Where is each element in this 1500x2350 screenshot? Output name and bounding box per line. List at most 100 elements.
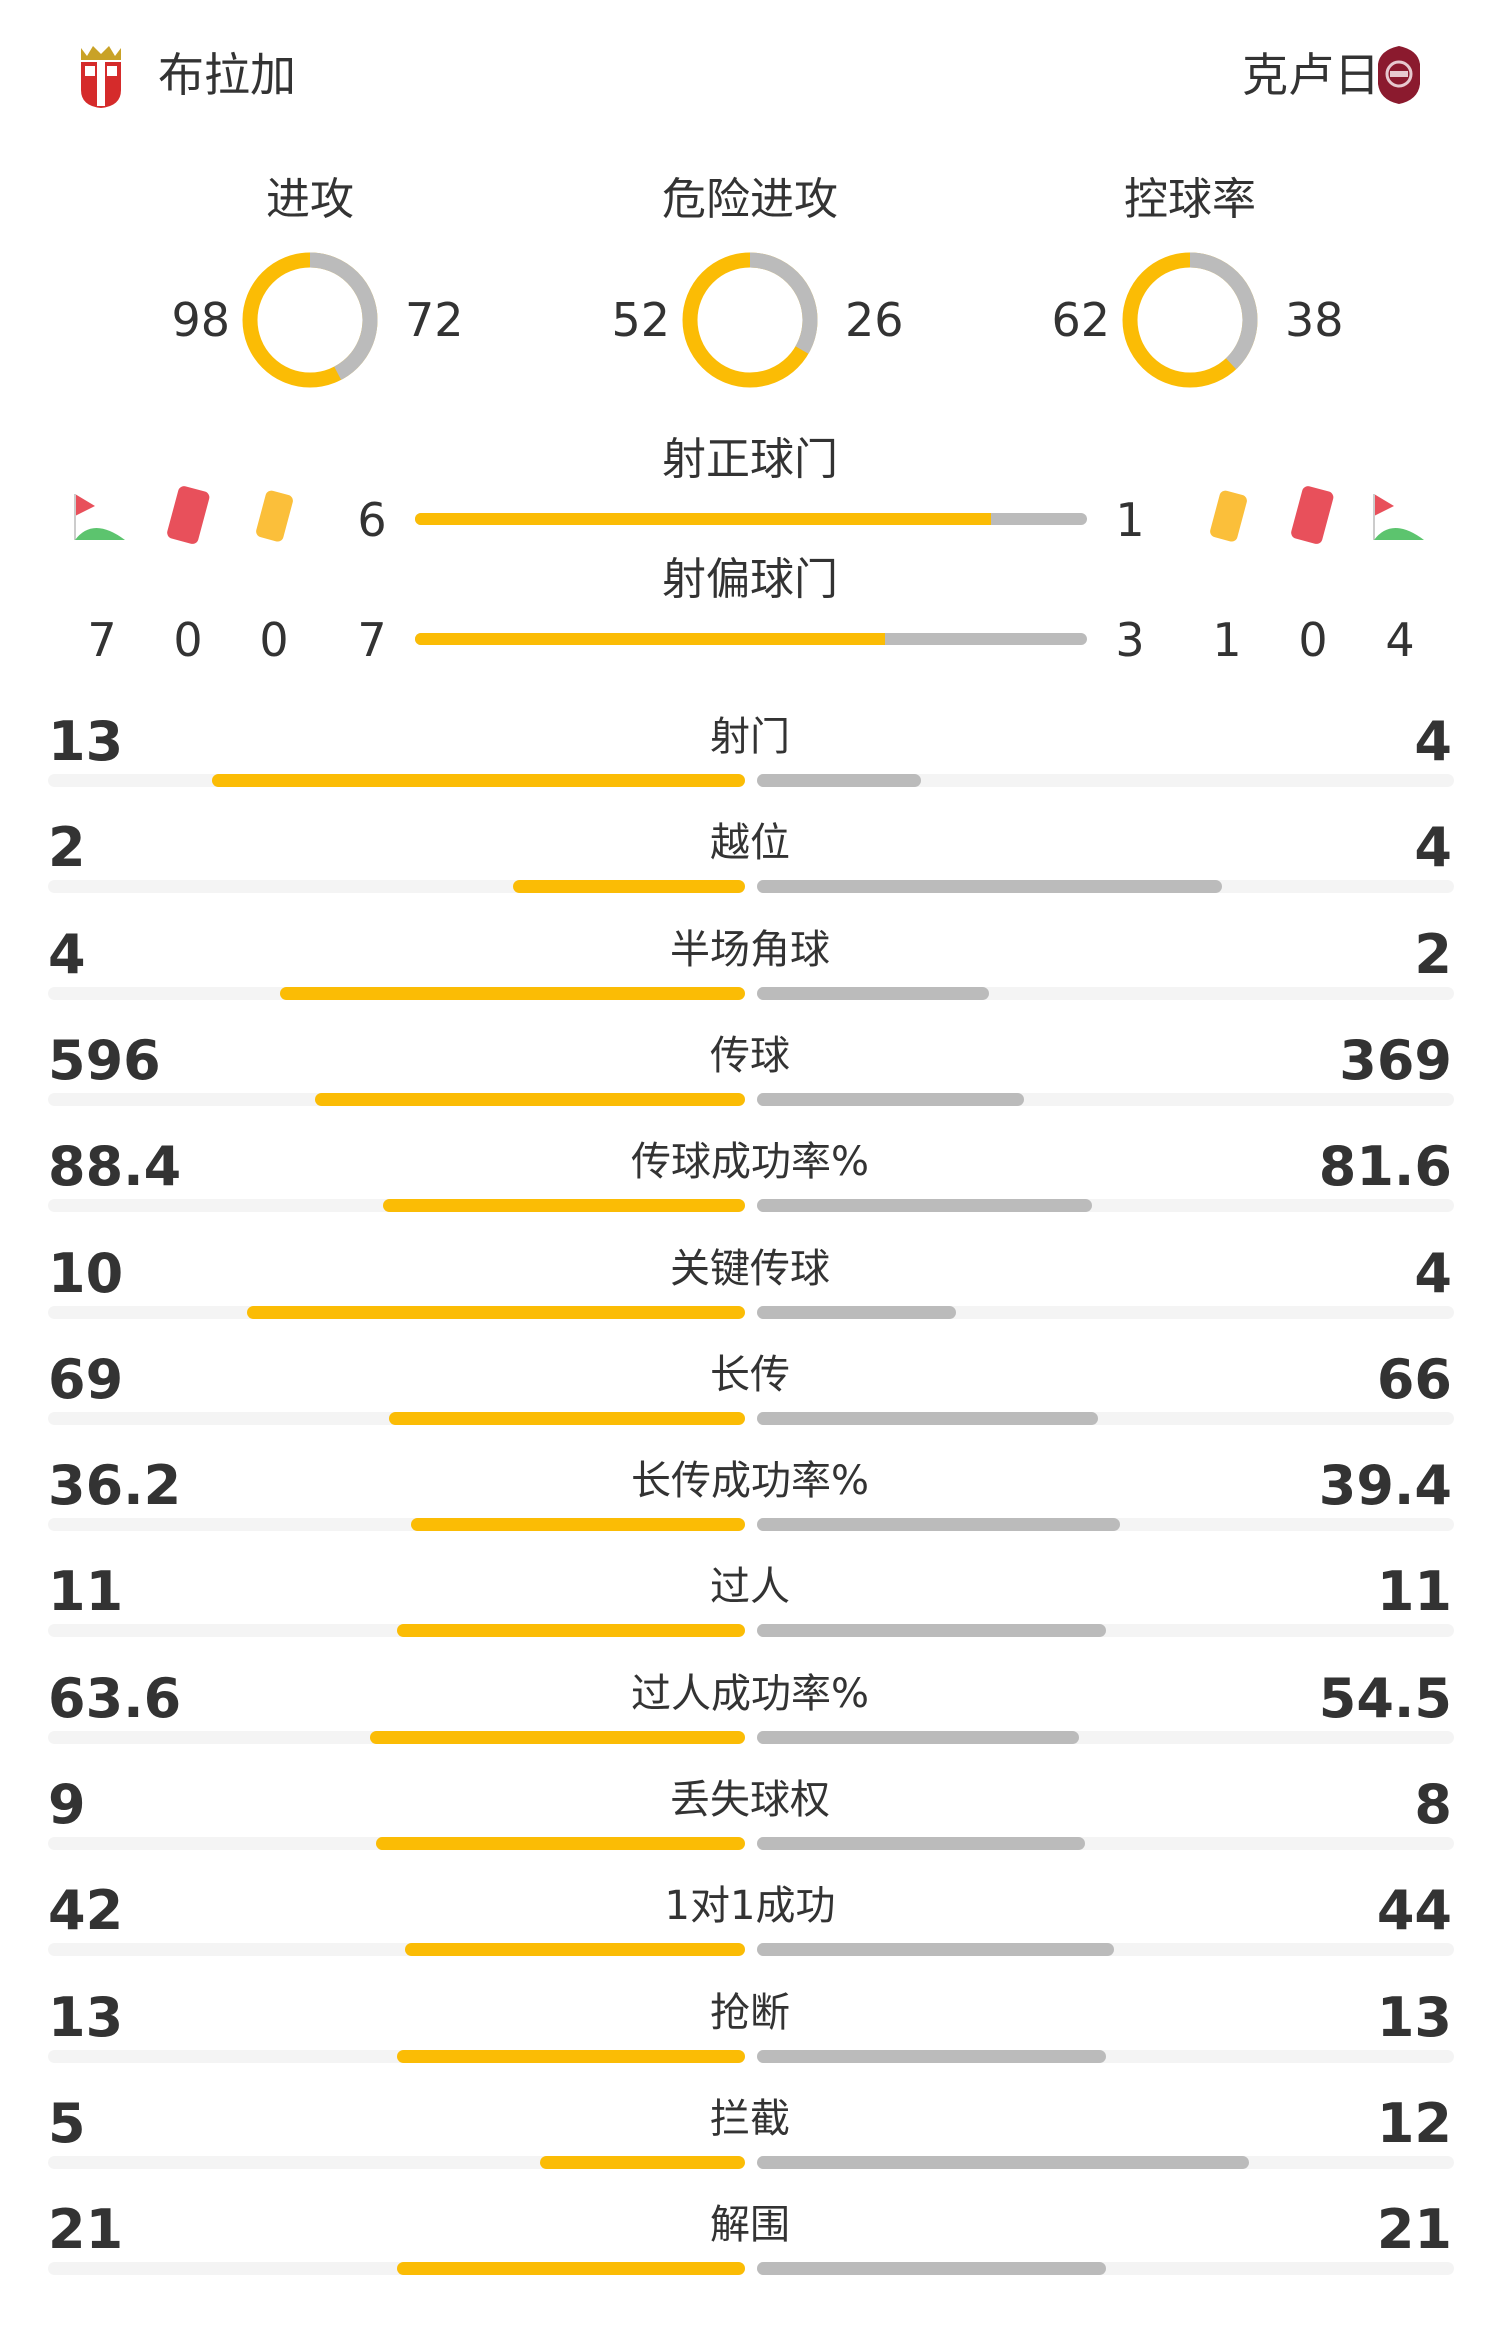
shots-on-target-label: 射正球门 (662, 434, 838, 485)
stat-away-track (757, 2049, 1454, 2063)
stat-home-value: 42 (48, 1879, 124, 1943)
stat-home-bar (369, 1730, 745, 1744)
metric-home-value: 52 (611, 293, 670, 347)
metric-away-value: 72 (405, 293, 464, 347)
stat-home-bar (396, 2262, 745, 2276)
stat-home-bar (280, 986, 745, 1000)
stat-label: 1对1成功 (664, 1883, 836, 1930)
stat-home-track (48, 1305, 745, 1319)
shots-off-target-label: 射偏球门 (662, 554, 838, 605)
stat-home-value: 4 (48, 922, 86, 986)
stat-home-track (48, 986, 745, 1000)
stat-away-bar (757, 2262, 1106, 2276)
stat-label: 拦截 (710, 2095, 790, 2142)
stat-home-bar (404, 1943, 745, 1957)
stat-home-track (48, 880, 745, 894)
stat-home-value: 9 (48, 1773, 86, 1836)
stat-away-value: 66 (1376, 1347, 1452, 1411)
stat-away-track (757, 1518, 1454, 1532)
stat-away-bar (757, 1518, 1121, 1532)
stat-label: 传球 (710, 1032, 790, 1079)
stat-away-value: 21 (1376, 2198, 1452, 2262)
stat-away-track (757, 2155, 1454, 2169)
stat-away-value: 44 (1376, 1879, 1452, 1943)
stat-label: 长传成功率% (630, 1458, 869, 1505)
stat-home-track (48, 1730, 745, 1744)
stat-label: 解围 (710, 2202, 790, 2249)
donut-away-arc (682, 252, 818, 388)
stat-home-value: 21 (48, 2198, 124, 2262)
away-red-cards: 0 (1298, 613, 1328, 667)
stat-away-value: 369 (1339, 1028, 1452, 1092)
away-yellow-cards: 1 (1212, 613, 1242, 667)
stat-home-value: 13 (48, 1985, 124, 2049)
red-card-icon (160, 484, 216, 552)
stat-home-track (48, 2155, 745, 2169)
stat-away-bar (757, 1411, 1098, 1425)
stat-home-track (48, 1518, 745, 1532)
stat-home-track (48, 2049, 745, 2063)
shots-off-target-home-fill (415, 633, 886, 645)
stat-away-value: 12 (1376, 2091, 1452, 2155)
stat-away-bar (757, 1837, 1085, 1850)
stat-label: 越位 (710, 820, 790, 867)
stat-away-value: 54.5 (1318, 1666, 1452, 1730)
away-team-name[interactable]: 克卢日 (1242, 48, 1380, 102)
stat-away-track (757, 1411, 1454, 1425)
home-shots-off-target: 7 (357, 613, 387, 667)
metric-away-value: 26 (845, 293, 904, 347)
home-shots-on-target: 6 (357, 493, 387, 547)
stat-home-value: 596 (48, 1028, 161, 1092)
yellow-card-icon (1200, 486, 1256, 554)
home-yellow-cards: 0 (259, 613, 289, 667)
stat-home-value: 69 (48, 1347, 124, 1411)
stat-away-value: 13 (1376, 1985, 1452, 2049)
metric-home-value: 98 (171, 293, 230, 347)
home-red-cards: 0 (173, 613, 203, 667)
stat-home-bar (540, 2155, 745, 2169)
shots-on-target-bar (415, 513, 1087, 525)
stat-home-bar (396, 1624, 745, 1638)
stat-away-bar (757, 1943, 1114, 1957)
stat-away-track (757, 880, 1454, 894)
metric-away-value: 38 (1285, 293, 1344, 347)
away-team-logo[interactable] (1376, 44, 1428, 110)
stat-away-value: 8 (1414, 1773, 1452, 1836)
stat-away-bar (757, 1092, 1024, 1106)
stat-home-value: 5 (48, 2091, 86, 2155)
stat-home-bar (396, 2049, 745, 2063)
home-team-logo[interactable] (75, 44, 127, 110)
stat-home-track (48, 1411, 745, 1425)
stat-home-value: 2 (48, 816, 86, 880)
stat-away-bar (757, 1730, 1079, 1744)
stat-home-track (48, 1199, 745, 1213)
metric-title: 控球率 (1124, 174, 1256, 225)
metric-title: 进攻 (266, 174, 354, 225)
stat-away-value: 39.4 (1318, 1454, 1452, 1518)
stat-home-bar (376, 1837, 745, 1850)
stat-home-track (48, 1092, 745, 1106)
stat-home-value: 10 (48, 1241, 124, 1305)
stat-away-bar (757, 1305, 957, 1319)
stat-home-value: 63.6 (48, 1666, 182, 1730)
metric-title: 危险进攻 (662, 174, 838, 225)
stat-label: 长传 (710, 1351, 790, 1398)
metric-donut (235, 245, 385, 395)
away-shots-off-target: 3 (1115, 613, 1145, 667)
stat-away-track (757, 2262, 1454, 2276)
metric-donut (1115, 245, 1265, 395)
stat-home-bar (411, 1518, 745, 1532)
stat-away-track (757, 986, 1454, 1000)
stat-home-value: 11 (48, 1560, 124, 1624)
stat-home-bar (382, 1199, 745, 1213)
stat-home-track (48, 1837, 745, 1850)
stat-away-value: 11 (1376, 1560, 1452, 1624)
stat-away-track (757, 1624, 1454, 1638)
corner-flag-icon (73, 492, 129, 546)
stat-label: 抢断 (710, 1989, 790, 2036)
donut-away-arc (242, 252, 378, 388)
stat-label: 传球成功率% (630, 1139, 869, 1186)
stat-home-bar (388, 1411, 745, 1425)
home-team-name[interactable]: 布拉加 (158, 48, 296, 102)
shots-off-target-bar (415, 633, 1087, 645)
